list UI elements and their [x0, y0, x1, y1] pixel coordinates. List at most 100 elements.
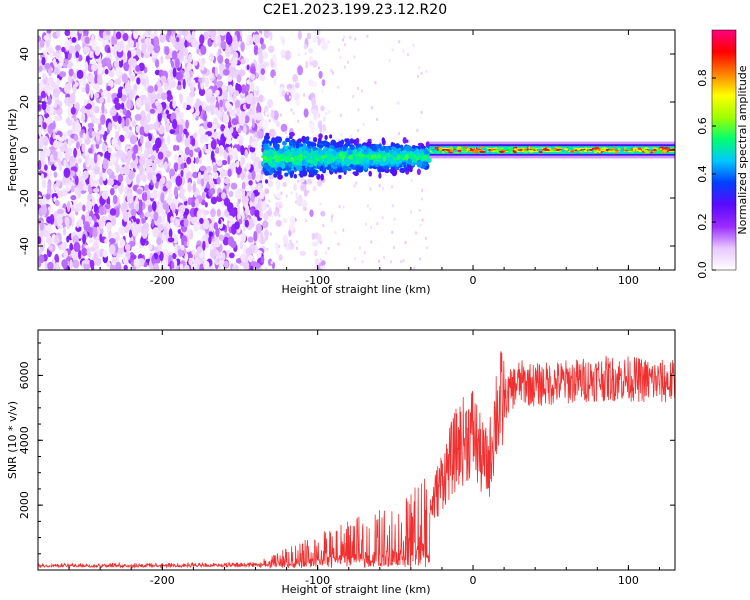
heatmap-cell [240, 232, 247, 243]
heatmap-cell [182, 46, 188, 57]
heatmap-cell [300, 183, 307, 192]
heatmap-cell [224, 58, 230, 65]
heatmap-cell [128, 240, 136, 247]
heatmap-cell [319, 258, 322, 262]
heatmap-cell [188, 230, 194, 240]
heatmap-cell [53, 102, 57, 108]
snr-x-tick-label: -200 [150, 574, 175, 587]
heatmap-cell [381, 187, 384, 191]
heatmap-cell [186, 156, 192, 165]
heatmap-cell [268, 102, 271, 106]
heatmap-cell [56, 208, 64, 215]
heatmap-cell [253, 216, 258, 225]
heatmap-cell [421, 197, 423, 201]
heatmap-cell [466, 151, 470, 154]
heatmap-cell [128, 65, 132, 76]
heatmap-cell [141, 229, 148, 239]
heatmap-cell [185, 119, 190, 129]
heatmap-cell [250, 207, 255, 216]
heatmap-cell [135, 97, 142, 108]
heatmap-cell [54, 115, 60, 122]
heatmap-cell [84, 149, 89, 157]
heatmap-cell [148, 33, 156, 39]
heatmap-cell [289, 95, 291, 99]
heatmap-cell [370, 226, 372, 230]
heatmap-cell [40, 204, 48, 216]
heatmap-cell [47, 95, 52, 106]
heatmap-cell [263, 30, 270, 39]
heatmap-cell [247, 254, 253, 263]
heatmap-cell [241, 196, 249, 204]
heatmap-cell [135, 48, 141, 56]
heatmap-cell [109, 244, 116, 255]
heatmap-cell [231, 266, 236, 270]
heatmap-cell [210, 196, 217, 205]
heatmap-cell [250, 200, 257, 207]
heatmap-cell [291, 245, 294, 249]
heatmap-cell [159, 178, 163, 190]
heatmap-cell [210, 139, 217, 150]
heatmap-cell [183, 128, 188, 135]
heatmap-cell [280, 113, 283, 117]
heatmap-cell [551, 147, 554, 150]
heatmap-cell [273, 193, 276, 197]
heatmap-cell [404, 145, 411, 151]
heatmap-cell [254, 85, 260, 91]
heatmap-cell [123, 52, 127, 63]
heatmap-cell [126, 150, 134, 159]
heatmap-cell [295, 164, 302, 171]
heatmap-cell [530, 147, 537, 150]
snr-frame [37, 329, 676, 571]
heatmap-cell [496, 149, 499, 153]
heatmap-cell [365, 139, 368, 143]
heatmap-cell [202, 240, 206, 251]
heatmap-cell [164, 82, 168, 89]
heatmap-cell [313, 30, 317, 38]
heatmap-cell [45, 148, 51, 157]
heatmap-cell [619, 146, 624, 150]
heatmap-cell [91, 136, 95, 144]
heatmap-cell [128, 57, 135, 67]
heatmap-cell [47, 183, 51, 190]
heatmap-cell [316, 173, 321, 180]
heatmap-cell [393, 245, 395, 249]
heatmap-cell [59, 145, 66, 152]
heatmap-cell [240, 58, 246, 65]
heatmap-cell [240, 84, 247, 94]
heatmap-cell [199, 165, 207, 172]
heatmap-cell [297, 119, 300, 123]
heatmap-cell [51, 193, 59, 200]
heatmap-cell [204, 201, 208, 208]
heatmap-cell [192, 79, 196, 88]
heatmap-cell [67, 74, 73, 85]
heatmap-cell [203, 31, 209, 40]
heatmap-cell [172, 252, 177, 260]
heatmap-cell [71, 185, 75, 193]
heatmap-cell [253, 45, 259, 56]
heatmap-cell [339, 55, 342, 59]
heatmap-cell [229, 126, 234, 134]
heatmap-cell [270, 261, 273, 265]
heatmap-cell [141, 73, 147, 79]
heatmap-cell [106, 261, 111, 268]
heatmap-cell [214, 147, 220, 154]
heatmap-cell [312, 185, 317, 192]
heatmap-cell [243, 246, 248, 256]
heatmap-cell [178, 150, 184, 156]
heatmap-cell [421, 218, 424, 222]
heatmap-cell [265, 132, 270, 136]
heatmap-cell [130, 75, 135, 82]
heatmap-cell [157, 162, 165, 168]
heatmap-cell [124, 243, 131, 251]
heatmap-cell [187, 53, 193, 63]
heatmap-cell [259, 37, 264, 45]
heatmap-cell [257, 185, 261, 193]
heatmap-cell [282, 234, 288, 245]
heatmap-cell [128, 90, 134, 101]
heatmap-cell [270, 162, 276, 168]
heatmap-cell [330, 69, 333, 73]
heatmap-cell [92, 187, 100, 193]
heatmap-cell [239, 99, 244, 105]
heatmap-cell [368, 170, 373, 177]
heatmap-cell [212, 164, 218, 173]
